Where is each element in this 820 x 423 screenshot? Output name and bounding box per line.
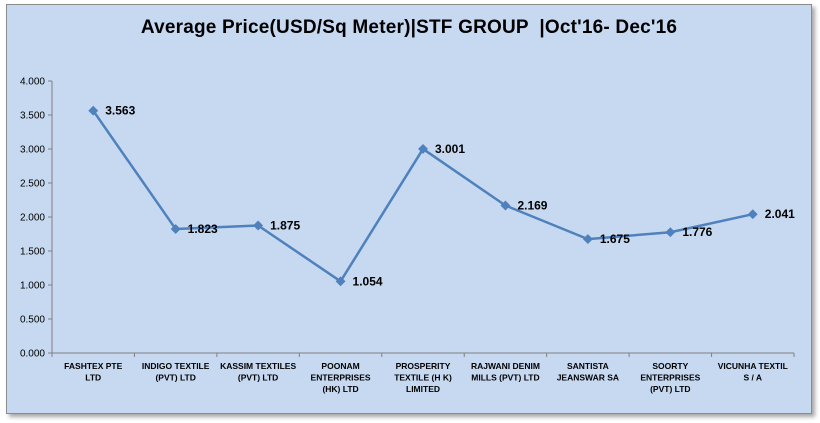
data-label: 1.054	[353, 274, 383, 288]
series-line	[92, 110, 754, 283]
x-tick-label: KASSIM TEXTILES	[220, 361, 296, 371]
y-tick-label: 2.000	[20, 213, 45, 224]
data-point	[335, 276, 346, 287]
x-tick-label: INDIGO TEXTILE	[142, 361, 210, 371]
x-tick-label: (PVT) LTD	[155, 373, 195, 383]
x-tick-label: TEXTILE (H K)	[394, 373, 452, 383]
x-tick-label: SOORTY	[652, 361, 688, 371]
x-tick-label: S / A	[743, 373, 762, 383]
x-tick-label: JEANSWAR SA	[557, 373, 619, 383]
data-point	[418, 143, 428, 154]
y-tick-label: 1.000	[20, 281, 45, 292]
x-tick-label: (HK) LTD	[322, 384, 358, 394]
data-label: 1.823	[188, 222, 218, 236]
data-point	[170, 224, 181, 234]
y-tick-label: 4.000	[20, 77, 45, 88]
data-point	[253, 220, 264, 231]
x-tick-label: RAJWANI DENIM	[471, 361, 540, 371]
data-point	[88, 105, 99, 116]
data-label: 1.875	[270, 219, 300, 233]
data-point	[747, 209, 758, 220]
data-label: 1.675	[600, 232, 630, 246]
x-tick-label: PROSPERITY	[396, 361, 451, 371]
data-label: 3.001	[435, 142, 465, 156]
x-tick-label: LIMITED	[406, 384, 440, 394]
data-point	[582, 234, 593, 245]
chart-frame: Average Price(USD/Sq Meter)|STF GROUP |O…	[6, 4, 812, 414]
data-label: 1.776	[682, 225, 712, 239]
y-tick-label: 1.500	[20, 247, 45, 258]
y-tick-label: 3.500	[20, 111, 45, 122]
x-tick-label: (PVT) LTD	[650, 384, 690, 394]
x-tick-label: (PVT) LTD	[238, 373, 278, 383]
x-tick-label: FASHTEX PTE	[64, 361, 122, 371]
data-label: 2.169	[517, 199, 547, 213]
x-tick-label: ENTERPRISES	[311, 373, 371, 383]
data-label: 2.041	[765, 207, 795, 221]
data-point	[665, 227, 676, 238]
x-tick-label: LTD	[85, 373, 101, 383]
x-tick-label: SANTISTA	[567, 361, 609, 371]
x-tick-label: POONAM	[321, 361, 359, 371]
y-tick-label: 2.500	[20, 179, 45, 190]
y-tick-label: 0.000	[20, 349, 45, 360]
x-tick-label: ENTERPRISES	[640, 373, 700, 383]
chart-title: Average Price(USD/Sq Meter)|STF GROUP |O…	[140, 17, 678, 38]
y-tick-label: 3.000	[20, 145, 45, 156]
y-tick-label: 0.500	[20, 315, 45, 326]
x-tick-label: VICUNHA TEXTIL	[718, 361, 788, 371]
data-point	[500, 200, 511, 211]
x-tick-label: MILLS (PVT) LTD	[471, 373, 539, 383]
data-label: 3.563	[105, 104, 135, 118]
